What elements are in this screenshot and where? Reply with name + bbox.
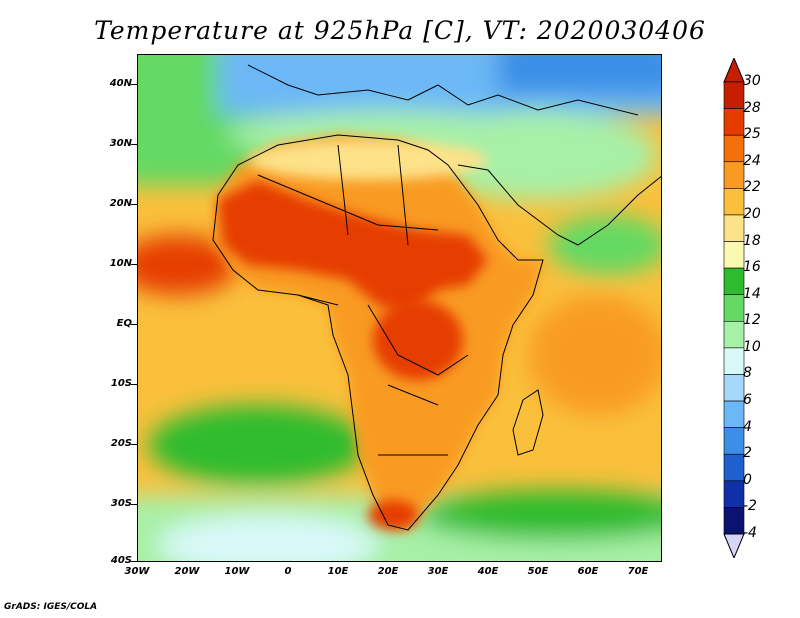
colorbar-label: -2 — [743, 498, 757, 515]
madagascar — [512, 389, 544, 456]
lat-tick — [131, 561, 137, 562]
africa-coastline — [212, 134, 544, 531]
colorbar-label: 12 — [743, 312, 761, 329]
colorbar-swatch — [723, 453, 745, 482]
south-africa-hot — [368, 500, 418, 530]
lat-tick — [131, 144, 137, 145]
east-atlantic-hot — [138, 235, 238, 295]
northeast-cold — [498, 55, 661, 95]
colorbar-label: -4 — [743, 525, 757, 541]
middle-east-cool — [418, 110, 658, 200]
colorbar-label: 25 — [743, 126, 761, 143]
south-atlantic-green — [148, 405, 368, 485]
lat-label-30s: 30S — [110, 498, 132, 509]
colorbar-swatch — [723, 267, 745, 296]
south-indian-green — [418, 490, 661, 540]
colorbar-label: 14 — [743, 285, 761, 302]
arabian-sea-cool — [548, 215, 661, 275]
colorbar-label: 22 — [743, 179, 761, 196]
colorbar-label: 10 — [743, 338, 761, 355]
colorbar-label: 24 — [743, 152, 761, 169]
colorbar-label: 30 — [743, 73, 761, 89]
lat-tick — [131, 504, 137, 505]
lon-label-30w: 30W — [124, 566, 150, 577]
lat-label-40n: 40N — [109, 78, 132, 89]
europe-coastline — [247, 64, 639, 116]
grads-credit: GrADS: IGES/COLA — [4, 602, 98, 612]
lat-tick — [131, 204, 137, 205]
colorbar-label: 8 — [743, 365, 752, 382]
sahara-north-cool — [248, 140, 488, 180]
colorbar-swatch — [723, 347, 745, 375]
lon-label-20w: 20W — [174, 566, 200, 577]
colorbar-top-triangle — [723, 58, 745, 83]
lat-label-eq: EQ — [116, 318, 132, 329]
colorbar-label: 20 — [743, 205, 761, 222]
lat-tick — [131, 264, 137, 265]
south-pale-ocean — [158, 515, 378, 561]
lon-label-50e: 50E — [527, 566, 549, 577]
colorbar-swatch — [723, 374, 745, 402]
colorbar-swatch — [723, 241, 745, 269]
sahel-hot-belt — [218, 180, 488, 315]
colorbar-swatch — [723, 134, 745, 163]
colorbar-swatch — [723, 81, 745, 109]
map-title: Temperature at 925hPa [C], VT: 202003040… — [94, 16, 706, 45]
lat-label-20s: 20S — [110, 438, 132, 449]
temperature-map — [137, 54, 662, 562]
central-africa-hot — [373, 300, 463, 380]
lat-label-30n: 30N — [109, 138, 132, 149]
colorbar-label: 16 — [743, 259, 761, 276]
country-borders — [257, 144, 469, 456]
colorbar-swatch — [723, 214, 745, 242]
colorbar-label: 4 — [743, 418, 752, 435]
colorbar-swatch — [723, 427, 745, 455]
lon-label-10w: 10W — [224, 566, 250, 577]
coastlines — [212, 64, 661, 531]
colorbar — [723, 58, 745, 558]
lat-label-20n: 20N — [109, 198, 132, 209]
colorbar-swatch — [723, 108, 745, 136]
lat-label-10s: 10S — [110, 378, 132, 389]
lat-tick — [131, 324, 137, 325]
lon-label-70e: 70E — [627, 566, 649, 577]
indian-ocean-warm — [528, 295, 661, 415]
lon-label-60e: 60E — [577, 566, 599, 577]
lat-label-40s: 40S — [110, 555, 132, 566]
colorbar-bottom-triangle — [723, 533, 745, 558]
colorbar-label: 6 — [743, 392, 752, 409]
lat-tick — [131, 84, 137, 85]
lon-label-10e: 10E — [327, 566, 349, 577]
lon-label-40e: 40E — [477, 566, 499, 577]
colorbar-swatch — [723, 480, 745, 508]
colorbar-swatch — [723, 188, 745, 216]
lat-label-10n: 10N — [109, 258, 132, 269]
lon-label-20e: 20E — [377, 566, 399, 577]
colorbar-swatch — [723, 161, 745, 189]
map-canvas — [138, 55, 661, 561]
lat-tick — [131, 444, 137, 445]
colorbar-label: 28 — [743, 99, 761, 116]
colorbar-swatch — [723, 400, 745, 428]
colorbar-swatch — [723, 294, 745, 322]
lon-label-0: 0 — [284, 566, 292, 577]
colorbar-label: 2 — [743, 445, 752, 462]
colorbar-swatch — [723, 507, 745, 535]
arabia-coastline — [457, 164, 661, 246]
lat-tick — [131, 384, 137, 385]
colorbar-swatch — [723, 320, 745, 349]
colorbar-label: 0 — [743, 471, 752, 488]
colorbar-label: 18 — [743, 232, 761, 249]
lon-label-30e: 30E — [427, 566, 449, 577]
